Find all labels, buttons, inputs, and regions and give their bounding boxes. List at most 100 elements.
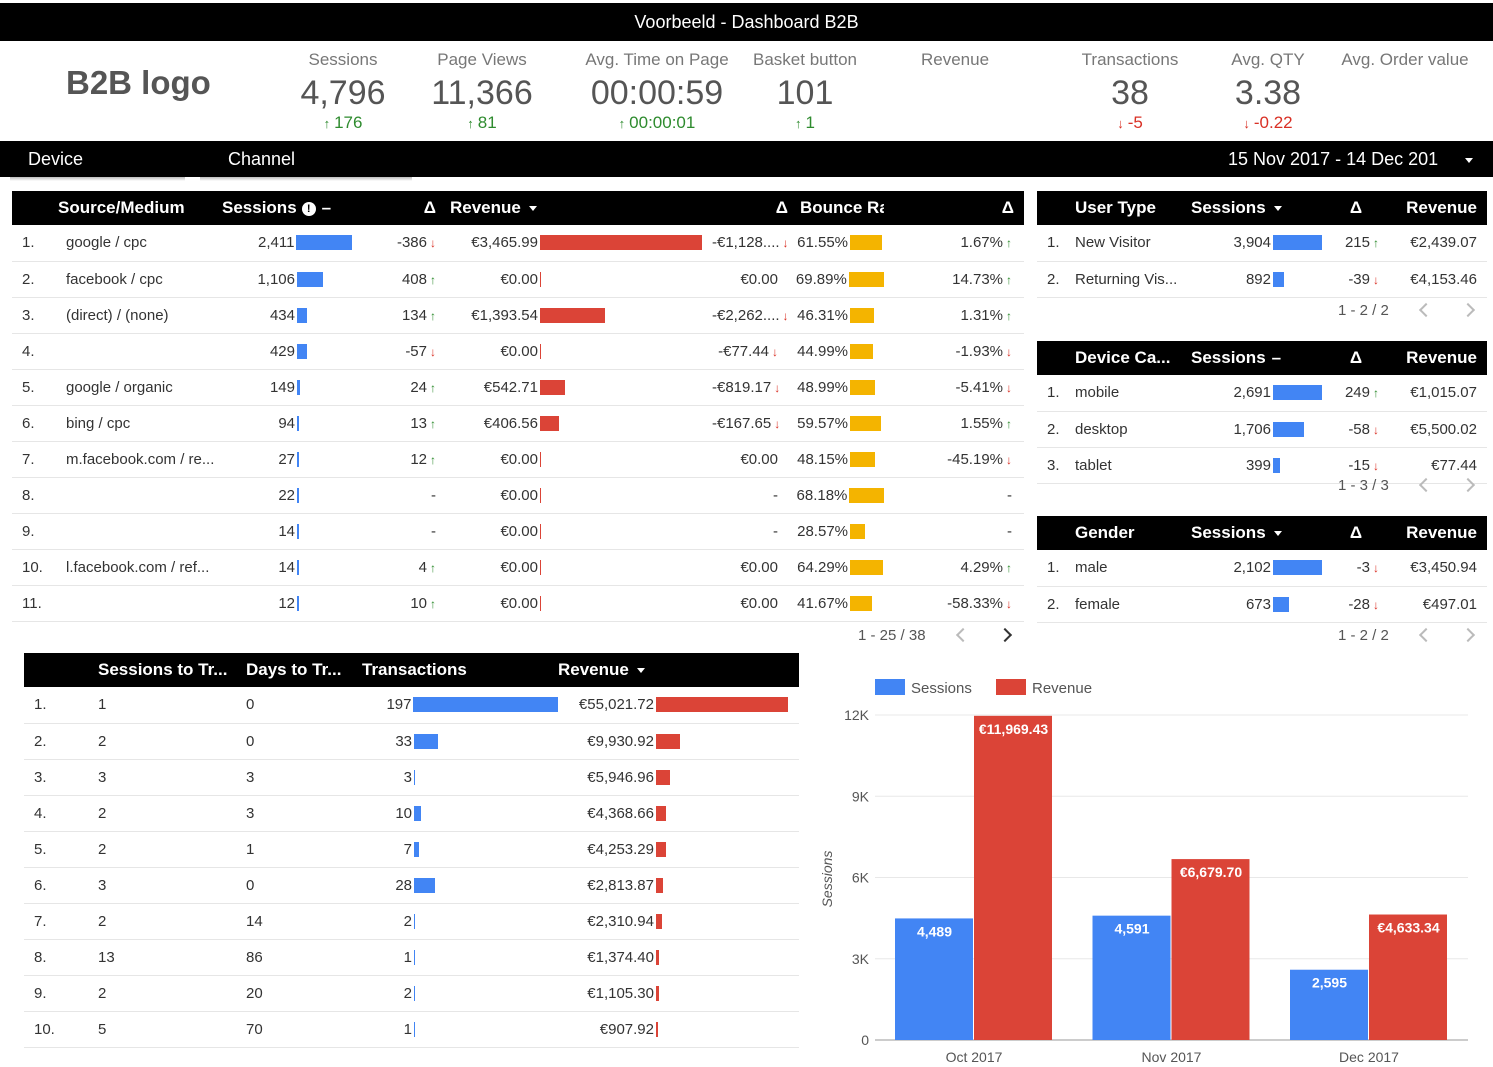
transactions-value: 1 [403, 1020, 412, 1038]
col-revenue[interactable]: Revenue [1387, 341, 1487, 375]
table-row[interactable]: 10. 5 70 1 €907.92 [24, 1011, 799, 1048]
source-medium [58, 333, 222, 370]
legend-label[interactable]: Revenue [1032, 680, 1092, 697]
info-icon[interactable]: ! [301, 201, 316, 216]
table-row[interactable]: 11. 12 10 ↑ €0.00 €0.00 41.67% -58.33% ↓ [12, 585, 1024, 622]
row-number: 1. [12, 225, 58, 262]
table-row[interactable]: 2. facebook / cpc 1,106 408 ↑ €0.00 €0.00 69.89… [12, 261, 1024, 298]
row-number: 7. [24, 903, 98, 940]
y-tick-label: 3K [852, 951, 870, 967]
col-days-to-transaction[interactable]: Days to Tr... [246, 653, 362, 687]
legend-label[interactable]: Sessions [911, 680, 972, 697]
table-row[interactable]: 7. 2 14 2 €2,310.94 [24, 903, 799, 940]
table-row[interactable]: 1. google / cpc 2,411 -386 ↓ €3,465.99 -€1,128… [12, 225, 1024, 262]
col-dimension[interactable]: Gender [1067, 516, 1185, 550]
next-page-icon[interactable] [997, 627, 1012, 643]
bounce-delta-value: - [1007, 522, 1012, 540]
table-row[interactable]: 1. 1 0 197 €55,021.72 [24, 687, 799, 724]
bar-revenue[interactable] [1171, 859, 1250, 1040]
table-row[interactable]: 3. tablet 399 -15 ↓ €77.44 [1037, 447, 1487, 484]
next-page-icon[interactable] [1460, 302, 1475, 318]
col-dimension[interactable]: Device Ca... [1067, 341, 1185, 375]
table-row[interactable]: 2. female 673 -28 ↓ €497.01 [1037, 586, 1487, 623]
col-sessions[interactable]: Sessions – [1185, 341, 1325, 375]
prev-page-icon[interactable] [955, 627, 970, 643]
col-delta[interactable]: Δ [1325, 191, 1387, 225]
table-row[interactable]: 8. 22- €0.00-68.18% - [12, 477, 1024, 514]
revenue-bar [656, 697, 788, 713]
table-row[interactable]: 3. (direct) / (none) 434 134 ↑ €1,393.54 -€2,2… [12, 297, 1024, 334]
revenue-value: €406.56 [483, 414, 538, 432]
legend-swatch[interactable] [875, 679, 905, 695]
bar-sessions[interactable] [1092, 915, 1171, 1040]
table-row[interactable]: 10. l.facebook.com / ref... 14 4 ↑ €0.00 €0.00… [12, 549, 1024, 586]
col-revenue[interactable]: Revenue [442, 191, 712, 225]
prev-page-icon[interactable] [1418, 627, 1433, 643]
col-delta[interactable]: Δ [1325, 516, 1387, 550]
sort-icon[interactable]: – [1271, 348, 1282, 367]
table-row[interactable]: 3. 3 3 3 €5,946.96 [24, 759, 799, 796]
col-sessions-delta[interactable]: Δ [352, 191, 442, 225]
col-bounce-delta[interactable]: Δ [884, 191, 1024, 225]
col-sessions[interactable]: Sessions! – [222, 191, 352, 225]
next-page-icon[interactable] [1460, 627, 1475, 643]
channel-filter[interactable]: Channel [228, 141, 384, 177]
revenue-value: €77.44 [1387, 447, 1487, 484]
table-row[interactable]: 4. 2 3 10 €4,368.66 [24, 795, 799, 832]
col-sessions[interactable]: Sessions [1185, 191, 1325, 225]
col-sessions-to-transaction[interactable]: Sessions to Tr... [98, 653, 246, 687]
bar-revenue[interactable] [974, 715, 1052, 1040]
device-filter[interactable]: Device [28, 141, 160, 177]
table-row[interactable]: 7. m.facebook.com / re... 27 12 ↑ €0.00 €0.00 4… [12, 441, 1024, 478]
table-row[interactable]: 6. 3 0 28 €2,813.87 [24, 867, 799, 904]
table-row[interactable]: 6. bing / cpc 94 13 ↑ €406.56 -€167.65 ↓ 59.57% 1… [12, 405, 1024, 442]
row-number: 2. [12, 261, 58, 298]
table-row[interactable]: 1. New Visitor 3,904 215 ↑ €2,439.07 [1037, 225, 1487, 262]
col-revenue[interactable]: Revenue [558, 653, 799, 687]
table-row[interactable]: 2. 2 0 33 €9,930.92 [24, 723, 799, 760]
prev-page-icon[interactable] [1418, 477, 1433, 493]
sessions-to-transaction: 3 [98, 867, 246, 904]
revenue-delta: - [712, 513, 794, 550]
col-source-medium[interactable]: Source/Medium [58, 191, 222, 225]
col-dimension[interactable]: User Type [1067, 191, 1185, 225]
legend-swatch[interactable] [996, 679, 1026, 695]
table-row[interactable]: 2. desktop 1,706 -58 ↓ €5,500.02 [1037, 411, 1487, 448]
bar-sessions[interactable] [1290, 969, 1368, 1040]
col-bounce-rate[interactable]: Bounce Rate [794, 191, 884, 225]
bounce-cell: 41.67% [794, 585, 884, 622]
revenue-bar [656, 949, 659, 965]
sessions-bar [1273, 596, 1289, 612]
table-row[interactable]: 8. 13 86 1 €1,374.40 [24, 939, 799, 976]
col-sessions[interactable]: Sessions [1185, 516, 1325, 550]
next-page-icon[interactable] [1460, 477, 1475, 493]
table-row[interactable]: 4. 429 -57 ↓ €0.00 -€77.44 ↓ 44.99% -1.93% ↓ [12, 333, 1024, 370]
sessions-bar [1273, 457, 1280, 473]
table-row[interactable]: 1. mobile 2,691 249 ↑ €1,015.07 [1037, 375, 1487, 412]
sessions-bar [297, 559, 299, 575]
prev-page-icon[interactable] [1418, 302, 1433, 318]
bar-revenue[interactable] [1369, 914, 1447, 1040]
transactions-cell: 2 [362, 903, 558, 940]
table-row[interactable]: 9. 2 20 2 €1,105.30 [24, 975, 799, 1012]
col-revenue[interactable]: Revenue [1387, 191, 1487, 225]
col-delta[interactable]: Δ [1325, 341, 1387, 375]
table-row[interactable]: 5. google / organic 149 24 ↑ €542.71 -€819.17 ↓… [12, 369, 1024, 406]
revenue-bar [540, 595, 541, 611]
date-range-picker[interactable]: 15 Nov 2017 - 14 Dec 201 [1228, 141, 1474, 177]
row-number: 10. [12, 549, 58, 586]
table-row[interactable]: 2. Returning Vis... 892 -39 ↓ €4,153.46 [1037, 261, 1487, 298]
row-number: 9. [24, 975, 98, 1012]
col-transactions[interactable]: Transactions [362, 653, 558, 687]
table-row[interactable]: 5. 2 1 7 €4,253.29 [24, 831, 799, 868]
sort-icon[interactable]: – [321, 198, 332, 217]
kpi-avg-order-value: Avg. Order value [1340, 50, 1470, 134]
col-revenue-delta[interactable]: Δ [712, 191, 794, 225]
table-row[interactable]: 1. male 2,102 -3 ↓ €3,450.94 [1037, 550, 1487, 587]
revenue-delta-value: -€1,128.... [712, 234, 780, 252]
table-row[interactable]: 9. 14 - €0.00 - 28.57% - [12, 513, 1024, 550]
bar-sessions[interactable] [895, 918, 973, 1040]
col-revenue[interactable]: Revenue [1387, 516, 1487, 550]
sessions-delta: 408 ↑ [352, 261, 442, 298]
kpi-value: 4,796 [300, 74, 386, 112]
